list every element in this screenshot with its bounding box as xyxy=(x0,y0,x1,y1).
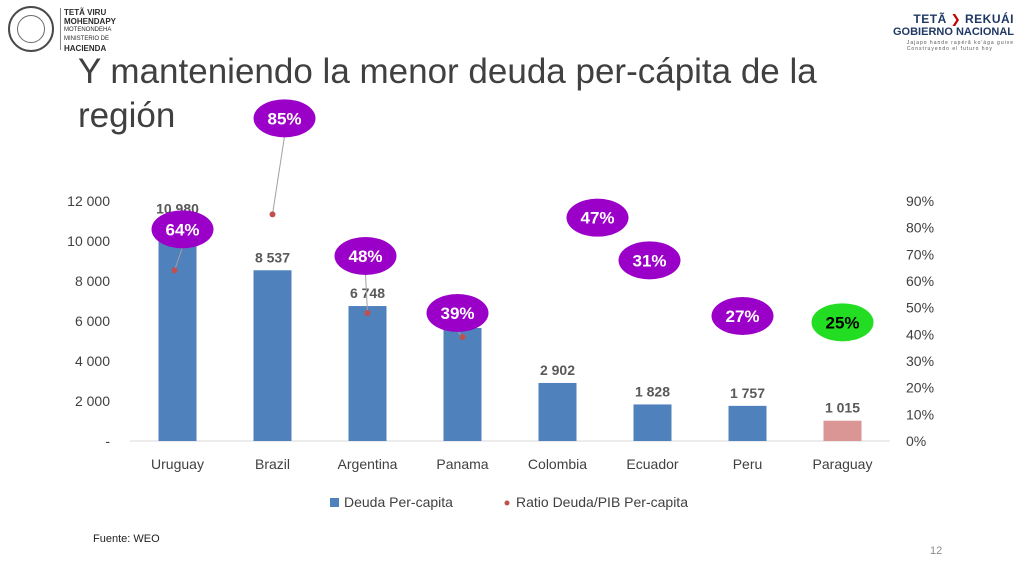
source-note: Fuente: WEO xyxy=(93,533,160,545)
right-axis-tick-label: 30% xyxy=(906,353,934,369)
ratio-leader-line xyxy=(272,136,285,215)
ratio-bubble xyxy=(151,210,214,249)
legend-swatch-ratio xyxy=(504,500,510,506)
category-label: Brazil xyxy=(255,456,290,472)
gobierno-logo-line-2: GOBIERNO NACIONAL xyxy=(893,26,1014,38)
bar-value-label: 2 902 xyxy=(540,362,575,378)
logo-line-4: MINISTERIO DE xyxy=(64,36,110,42)
bar-value-label: 1 015 xyxy=(825,400,860,416)
bar-colombia xyxy=(538,382,577,441)
right-axis-tick-label: 10% xyxy=(906,406,934,422)
ratio-bubble xyxy=(711,297,774,335)
gobierno-logo-line-3: Jajapo hande rapérã ko'ága guive xyxy=(906,40,1014,46)
right-axis-tick-label: 40% xyxy=(906,326,934,342)
bar-paraguay xyxy=(823,420,862,441)
gobierno-logo: TETÃ ❯ REKUÁI GOBIERNO NACIONAL Jajapo h… xyxy=(880,8,1018,52)
ratio-label: 39% xyxy=(440,304,474,323)
legend-label-ratio: Ratio Deuda/PIB Per-capita xyxy=(516,494,688,510)
ratio-bubble xyxy=(334,237,397,275)
bar-ecuador xyxy=(633,404,672,441)
bar-uruguay xyxy=(158,221,197,441)
bar-argentina xyxy=(348,306,387,441)
ratio-point-uruguay xyxy=(171,267,178,274)
gobierno-logo-line-1b: REKUÁI xyxy=(964,12,1014,26)
legend-label-deuda: Deuda Per-capita xyxy=(344,494,453,510)
ratio-label: 25% xyxy=(825,313,859,332)
ratio-label: 47% xyxy=(580,209,614,228)
right-axis-tick-label: 70% xyxy=(906,246,934,262)
category-label: Uruguay xyxy=(151,456,204,472)
right-axis-tick-label: 80% xyxy=(906,220,934,236)
hacienda-logo: TETÃ VIRU MOHENDAPY MOTENONDEHA MINISTER… xyxy=(8,6,128,53)
logo-line-2: MOHENDAPY xyxy=(64,17,117,26)
left-axis-tick-label: - xyxy=(105,433,110,449)
seal-icon xyxy=(8,6,54,52)
right-axis-tick-label: 0% xyxy=(906,433,926,449)
page-number: 12 xyxy=(930,545,943,557)
bar-value-label: 1 828 xyxy=(635,383,670,399)
category-label: Peru xyxy=(733,456,763,472)
ratio-label: 48% xyxy=(348,247,382,266)
ratio-bubble xyxy=(811,303,874,342)
ratio-point-panama xyxy=(459,334,466,340)
bar-peru xyxy=(728,405,767,441)
logo-line-5: HACIENDA xyxy=(64,44,107,53)
ratio-label: 85% xyxy=(267,109,301,128)
ratio-label: 64% xyxy=(165,220,199,239)
ratio-point-brazil xyxy=(269,211,276,218)
ratio-point-argentina xyxy=(364,310,371,316)
legend-swatch-deuda xyxy=(330,498,339,507)
ratio-label: 31% xyxy=(632,251,666,270)
logo-divider xyxy=(60,8,61,50)
ratio-bubble xyxy=(426,294,489,332)
left-axis-tick-label: 4 000 xyxy=(75,353,110,369)
ratio-leader-line xyxy=(174,247,183,271)
ratio-bubble xyxy=(618,241,681,280)
left-axis-tick-label: 2 000 xyxy=(75,393,110,409)
left-axis-tick-label: 10 000 xyxy=(67,233,110,249)
right-axis-tick-label: 60% xyxy=(906,273,934,289)
gobierno-logo-line-4: Construyendo el futuro hoy xyxy=(906,46,993,52)
ratio-bubble xyxy=(253,99,316,138)
logo-line-1: TETÃ VIRU xyxy=(64,8,107,17)
category-label: Ecuador xyxy=(626,456,678,472)
ratio-bubble xyxy=(566,198,629,237)
bar-brazil xyxy=(253,270,292,441)
ratio-leader-line xyxy=(365,273,368,314)
left-axis-tick-label: 12 000 xyxy=(67,193,110,209)
category-label: Panama xyxy=(436,456,488,472)
right-axis-tick-label: 90% xyxy=(906,193,934,209)
category-label: Paraguay xyxy=(813,456,873,472)
gobierno-logo-line-1a: TETÃ xyxy=(913,12,947,26)
bar-value-label: 6 748 xyxy=(350,285,385,301)
ratio-label: 27% xyxy=(725,307,759,326)
gobierno-logo-mark: ❯ xyxy=(946,12,965,26)
slide-title: Y manteniendo la menor deuda per-cápita … xyxy=(78,52,817,135)
bar-value-label: 8 537 xyxy=(255,249,290,265)
right-axis-tick-label: 20% xyxy=(906,380,934,396)
left-axis-tick-label: 6 000 xyxy=(75,313,110,329)
left-axis-tick-label: 8 000 xyxy=(75,273,110,289)
bar-value-label: 1 757 xyxy=(730,385,765,401)
bar-panama xyxy=(443,328,482,441)
category-label: Colombia xyxy=(528,456,587,472)
right-axis-tick-label: 50% xyxy=(906,300,934,316)
category-label: Argentina xyxy=(338,456,398,472)
logo-line-3: MOTENONDEHA xyxy=(64,27,112,33)
